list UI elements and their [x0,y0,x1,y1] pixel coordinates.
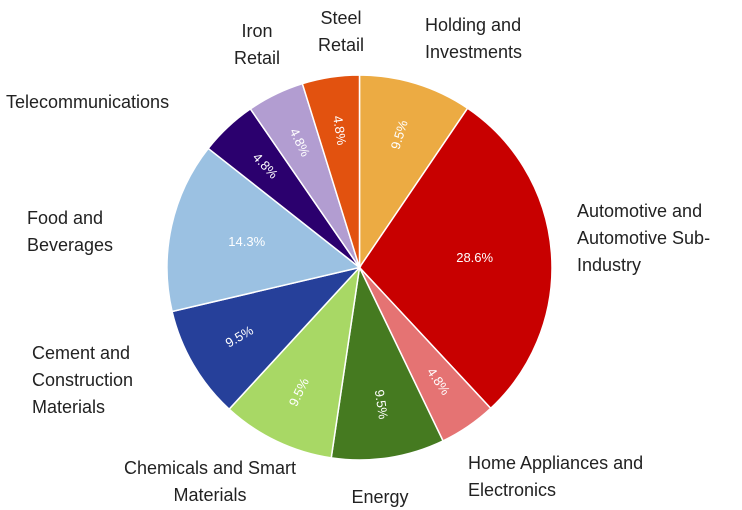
category-label: Automotive and Automotive Sub-Industry [577,201,711,275]
category-label: Chemicals and Smart Materials [123,458,297,505]
category-label: Cement and Construction Materials [32,343,134,417]
category-label: Energy [351,487,409,507]
pie-slice [358,107,553,410]
category-label: Iron Retail [233,21,281,68]
value-label: 4.8% [330,115,349,147]
pie-slice [330,264,445,461]
category-label: Holding and Investments [425,15,523,62]
pie-slice [166,147,362,313]
category-label: Home Appliances and Electronics [468,453,644,500]
category-label: Steel Retail [317,8,365,55]
pie-slice [228,265,361,459]
value-label: 14.3% [228,234,265,249]
pie-slice [358,74,469,270]
value-label: 9.5% [372,389,391,421]
category-label: Food and Beverages [27,208,114,255]
category-label: Telecommunications [6,92,170,112]
pie-slice [171,266,362,411]
pie-slice [301,74,361,268]
value-label: 28.6% [456,250,493,265]
